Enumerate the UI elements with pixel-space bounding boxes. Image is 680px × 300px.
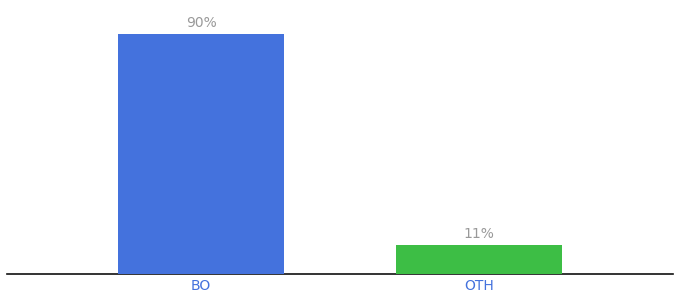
Text: 90%: 90% [186, 16, 217, 30]
Bar [396, 245, 562, 274]
Text: 11%: 11% [463, 227, 494, 241]
Bar [118, 34, 284, 274]
